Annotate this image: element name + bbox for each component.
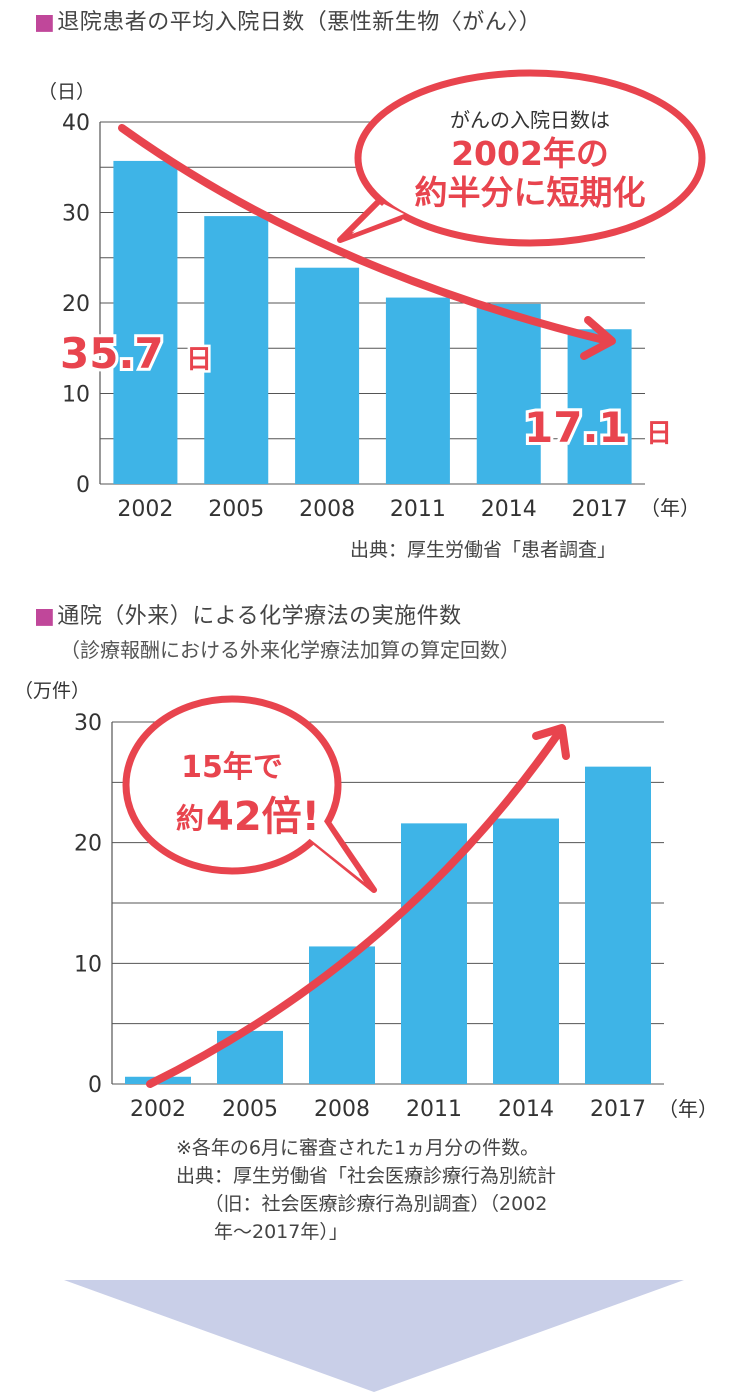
last-value-number: 17.1 — [524, 403, 628, 452]
y-tick-label: 10 — [62, 383, 90, 408]
y-tick-label: 30 — [62, 202, 90, 227]
chart1-x-ticks: 2002 2005 2008 2011 2014 2017 — [117, 497, 627, 522]
first-value-label: 35.7 日 — [57, 326, 215, 381]
note-line: （旧：社会医療診療行為別調査）（2002 — [176, 1193, 548, 1215]
callout2-text-1: 15年で — [181, 750, 283, 785]
y-tick-label: 0 — [76, 473, 90, 498]
y-tick-label: 40 — [62, 111, 90, 136]
down-arrow-icon — [64, 1280, 684, 1392]
chart2-bars — [125, 766, 651, 1084]
chart2-x-unit-label: （年） — [658, 1097, 718, 1121]
x-tick-label: 2011 — [406, 1097, 462, 1122]
x-tick-label: 2017 — [572, 497, 628, 522]
chart1-bars — [113, 160, 632, 485]
callout-text-2: 2002年の — [451, 134, 609, 173]
chart1-x-unit-label: （年） — [640, 496, 700, 520]
last-value-unit: 日 — [646, 419, 672, 449]
bar — [113, 160, 178, 485]
arrow-head-icon — [580, 316, 616, 360]
y-tick-label: 10 — [74, 952, 102, 977]
y-tick-label: 0 — [88, 1073, 102, 1098]
bar — [476, 303, 541, 484]
x-tick-label: 2017 — [590, 1097, 646, 1122]
first-value-unit: 日 — [186, 345, 212, 375]
chart2-x-ticks: 2002 2005 2008 2011 2014 2017 — [130, 1097, 646, 1122]
x-tick-label: 2005 — [222, 1097, 278, 1122]
chart2-grid — [111, 721, 664, 1085]
chart2-y-ticks: 0 10 20 30 — [74, 711, 102, 1098]
y-tick-label: 20 — [62, 292, 90, 317]
bar — [567, 329, 632, 484]
first-value-number: 35.7 — [60, 329, 164, 378]
y-tick-label: 30 — [74, 711, 102, 736]
x-tick-label: 2011 — [390, 497, 446, 522]
bar — [295, 267, 360, 484]
bar — [401, 823, 467, 1084]
chart1: 0 10 20 30 40 2002 2005 2008 2011 2014 2017 （日） （… — [38, 69, 706, 522]
chart1-callout-bubble: がんの入院日数は 2002年の 約半分に短期化 — [337, 69, 706, 247]
arrow-head-icon — [532, 724, 570, 760]
callout-text-3: 約半分に短期化 — [415, 173, 646, 212]
bar — [493, 818, 559, 1084]
chart1-source: 出典：厚生労働省「患者調査」 — [350, 539, 617, 561]
note-line: 年〜2017年）」 — [176, 1221, 348, 1243]
bar — [585, 766, 651, 1084]
chart2-unit-label: （万件） — [14, 680, 90, 702]
last-value-label: 17.1 日 — [521, 400, 675, 455]
chart2-notes: ※各年の6月に審査された1ヵ月分の件数。 出典：厚生労働省「社会医療診療行為別統… — [176, 1134, 556, 1246]
chart1-y-ticks: 0 10 20 30 40 — [62, 111, 90, 498]
x-tick-label: 2002 — [130, 1097, 186, 1122]
x-tick-label: 2014 — [481, 497, 537, 522]
bar — [204, 216, 269, 484]
note-line: 出典：厚生労働省「社会医療診療行為別統計 — [176, 1165, 557, 1187]
note-line: ※各年の6月に審査された1ヵ月分の件数。 — [176, 1137, 540, 1159]
callout2-text-2-prefix: 約 — [176, 802, 204, 835]
y-tick-label: 20 — [74, 832, 102, 857]
x-tick-label: 2008 — [299, 497, 355, 522]
square-bullet-icon: ■ — [34, 604, 56, 629]
x-tick-label: 2014 — [498, 1097, 554, 1122]
callout-text-1: がんの入院日数は — [450, 108, 610, 132]
chart2-subtitle: （診療報酬における外来化学療法加算の算定回数） — [60, 638, 520, 662]
bar — [385, 297, 450, 484]
chart2: 0 10 20 30 2002 2005 2008 2011 2014 2017 （万件） （年… — [14, 680, 718, 1122]
trend-arrow — [118, 124, 608, 344]
chart1-unit-label: （日） — [38, 81, 95, 103]
x-tick-label: 2005 — [208, 497, 264, 522]
chart1-title: ■退院患者の平均入院日数（悪性新生物〈がん〉） — [34, 10, 542, 35]
chart2-callout-bubble: 15年で 約 42倍! — [122, 695, 377, 893]
square-bullet-icon: ■ — [34, 10, 56, 35]
trend-arrow — [146, 730, 562, 1088]
x-tick-label: 2002 — [117, 497, 173, 522]
callout2-text-2-num: 42倍! — [206, 794, 320, 840]
x-tick-label: 2008 — [314, 1097, 370, 1122]
chart2-title: ■通院（外来）による化学療法の実施件数 — [34, 604, 462, 629]
bar — [309, 946, 375, 1084]
